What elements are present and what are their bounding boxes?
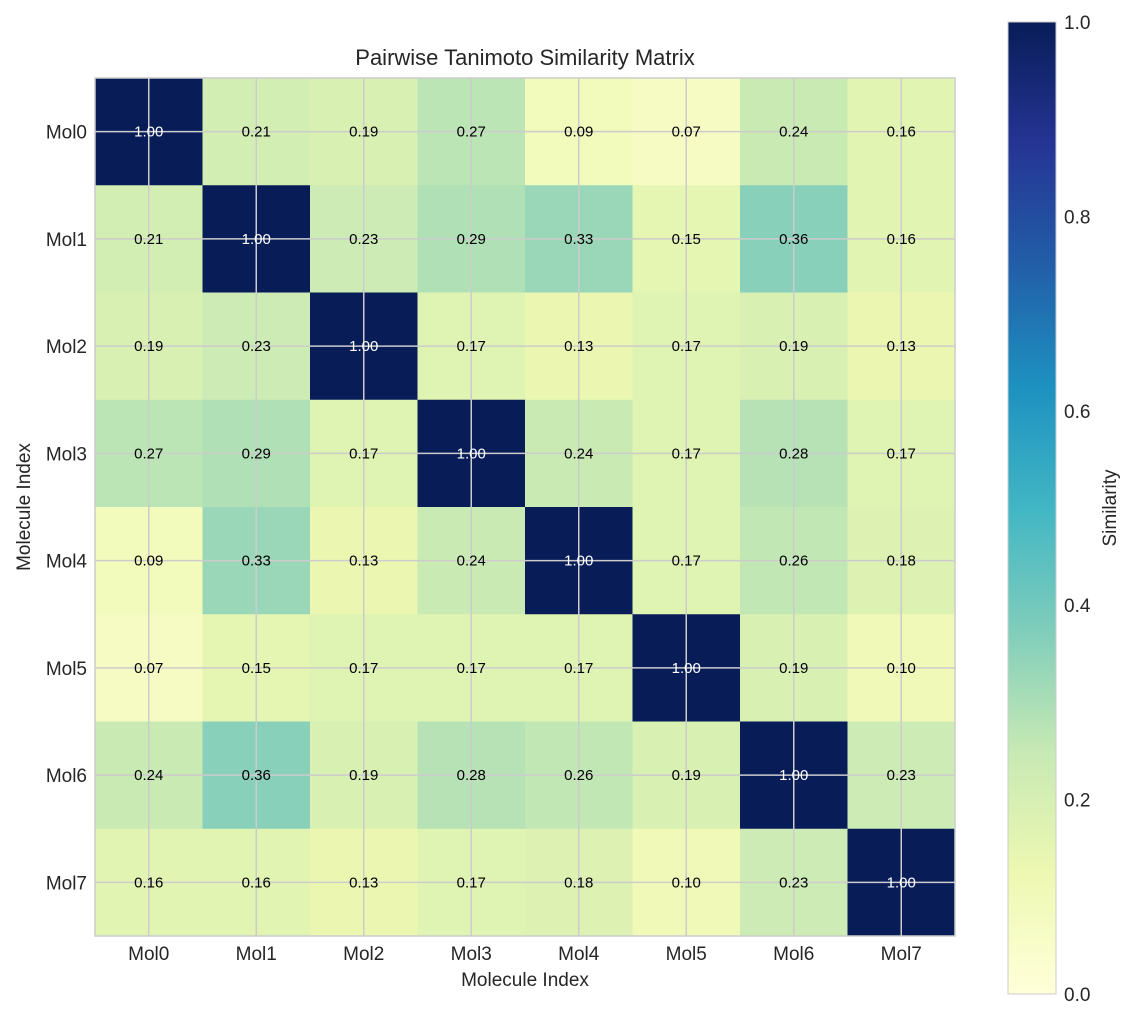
- cell-value-label: 0.23: [242, 338, 271, 355]
- cell-value-label: 1.00: [672, 660, 701, 677]
- colorbar-tick-labels: 0.0 0.2 0.4 0.6 0.8 1.0: [1064, 13, 1091, 1006]
- cell-value-label: 0.21: [134, 231, 163, 248]
- cell-value-label: 1.00: [457, 445, 486, 462]
- y-tick-label: Mol1: [46, 230, 87, 251]
- x-tick-label: Mol0: [128, 944, 169, 965]
- cell-value-label: 1.00: [887, 874, 916, 891]
- cell-value-label: 0.17: [457, 338, 486, 355]
- cell-value-label: 0.26: [564, 767, 593, 784]
- cell-value-label: 0.19: [779, 338, 808, 355]
- heatmap-cell-labels: 1.00 0.21 0.19 0.27 0.09 0.07 0.24 0.16 0.21 1.00…: [134, 124, 916, 892]
- cell-value-label: 0.07: [134, 660, 163, 677]
- cell-value-label: 0.17: [672, 445, 701, 462]
- cell-value-label: 0.10: [672, 874, 701, 891]
- cell-value-label: 0.24: [134, 767, 163, 784]
- cell-value-label: 0.13: [564, 338, 593, 355]
- cell-value-label: 0.27: [134, 445, 163, 462]
- cell-value-label: 0.15: [672, 231, 701, 248]
- cell-value-label: 0.19: [349, 767, 378, 784]
- y-tick-labels: Mol0 Mol1 Mol2 Mol3 Mol4 Mol5 Mol6 Mol7: [46, 123, 88, 895]
- cell-value-label: 0.29: [457, 231, 486, 248]
- cell-value-label: 0.16: [242, 874, 271, 891]
- cell-value-label: 1.00: [242, 231, 271, 248]
- colorbar-tick-label: 0.6: [1064, 402, 1090, 423]
- cell-value-label: 1.00: [349, 338, 378, 355]
- cell-value-label: 0.19: [779, 660, 808, 677]
- cell-value-label: 0.17: [457, 660, 486, 677]
- cell-value-label: 0.24: [779, 124, 808, 141]
- colorbar-tick-label: 1.0: [1064, 13, 1090, 34]
- colorbar-tick-label: 0.0: [1064, 985, 1090, 1006]
- cell-value-label: 0.36: [242, 767, 271, 784]
- cell-value-label: 0.21: [242, 124, 271, 141]
- y-tick-label: Mol7: [46, 873, 87, 894]
- cell-value-label: 0.27: [457, 124, 486, 141]
- x-tick-label: Mol2: [343, 944, 384, 965]
- cell-value-label: 0.17: [349, 660, 378, 677]
- cell-value-label: 0.10: [887, 660, 916, 677]
- cell-value-label: 0.18: [564, 874, 593, 891]
- cell-value-label: 0.19: [349, 124, 378, 141]
- chart-title: Pairwise Tanimoto Similarity Matrix: [355, 45, 694, 70]
- x-tick-labels: Mol0 Mol1 Mol2 Mol3 Mol4 Mol5 Mol6 Mol7: [128, 944, 922, 965]
- y-tick-label: Mol5: [46, 659, 87, 680]
- cell-value-label: 0.09: [134, 553, 163, 570]
- y-tick-label: Mol2: [46, 337, 87, 358]
- cell-value-label: 0.13: [349, 874, 378, 891]
- cell-value-label: 0.17: [457, 874, 486, 891]
- cell-value-label: 0.33: [242, 553, 271, 570]
- cell-value-label: 0.16: [887, 124, 916, 141]
- x-tick-label: Mol4: [558, 944, 600, 965]
- cell-value-label: 0.13: [349, 553, 378, 570]
- cell-value-label: 0.13: [887, 338, 916, 355]
- cell-value-label: 0.26: [779, 553, 808, 570]
- cell-value-label: 0.17: [349, 445, 378, 462]
- cell-value-label: 0.29: [242, 445, 271, 462]
- cell-value-label: 0.19: [134, 338, 163, 355]
- cell-value-label: 0.23: [887, 767, 916, 784]
- cell-value-label: 0.24: [457, 553, 486, 570]
- cell-value-label: 0.17: [887, 445, 916, 462]
- colorbar-tick-label: 0.2: [1064, 791, 1090, 812]
- x-tick-label: Mol3: [451, 944, 492, 965]
- cell-value-label: 0.17: [564, 660, 593, 677]
- heatmap-cells: [95, 78, 956, 937]
- cell-value-label: 0.16: [134, 874, 163, 891]
- colorbar-tick-label: 0.8: [1064, 207, 1090, 228]
- cell-value-label: 0.24: [564, 445, 593, 462]
- y-tick-label: Mol4: [46, 552, 88, 573]
- x-tick-label: Mol7: [881, 944, 922, 965]
- y-tick-label: Mol3: [46, 444, 87, 465]
- cell-value-label: 0.19: [672, 767, 701, 784]
- x-axis-label: Molecule Index: [461, 970, 589, 991]
- cell-value-label: 0.17: [672, 553, 701, 570]
- cell-value-label: 1.00: [134, 124, 163, 141]
- cell-value-label: 0.15: [242, 660, 271, 677]
- cell-value-label: 0.33: [564, 231, 593, 248]
- x-tick-label: Mol6: [773, 944, 814, 965]
- cell-value-label: 0.09: [564, 124, 593, 141]
- colorbar-label: Similarity: [1100, 469, 1121, 547]
- cell-value-label: 0.28: [779, 445, 808, 462]
- y-axis-label: Molecule Index: [14, 443, 35, 571]
- y-tick-label: Mol6: [46, 766, 87, 787]
- heatmap-gridlines: [95, 78, 955, 936]
- cell-value-label: 0.23: [349, 231, 378, 248]
- cell-value-label: 0.36: [779, 231, 808, 248]
- colorbar-tick-label: 0.4: [1064, 596, 1091, 617]
- colorbar: [1007, 21, 1057, 995]
- cell-value-label: 1.00: [779, 767, 808, 784]
- plot-frame: [94, 77, 956, 937]
- cell-value-label: 0.16: [887, 231, 916, 248]
- cell-value-label: 1.00: [564, 553, 593, 570]
- x-tick-label: Mol5: [666, 944, 707, 965]
- cell-value-label: 0.23: [779, 874, 808, 891]
- x-tick-label: Mol1: [236, 944, 277, 965]
- cell-value-label: 0.17: [672, 338, 701, 355]
- cell-value-label: 0.07: [672, 124, 701, 141]
- cell-value-label: 0.18: [887, 553, 916, 570]
- y-tick-label: Mol0: [46, 123, 87, 144]
- cell-value-label: 0.28: [457, 767, 486, 784]
